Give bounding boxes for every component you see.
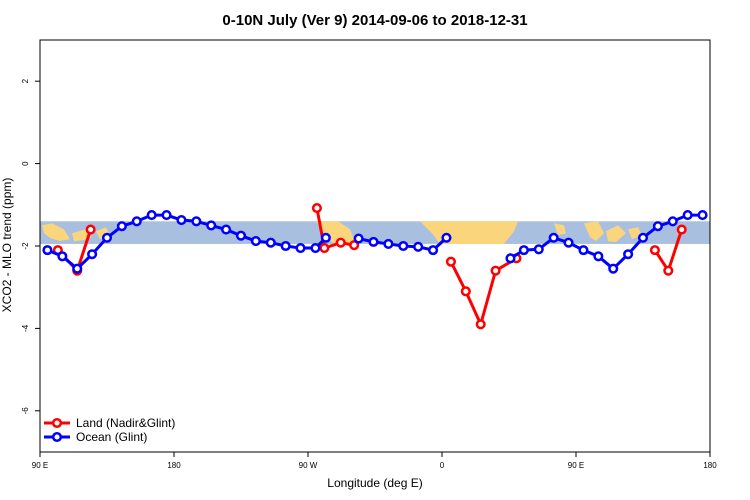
data-point — [505, 253, 516, 264]
series-ocean — [42, 210, 708, 274]
legend-label: Land (Nadir&Glint) — [76, 416, 175, 430]
legend-marker — [51, 417, 63, 429]
data-point — [667, 216, 678, 227]
legend-marker — [51, 431, 63, 443]
y-tick-label: 2 — [21, 78, 30, 83]
data-point — [608, 263, 619, 274]
data-point — [42, 245, 53, 256]
data-point — [563, 237, 574, 248]
data-point — [146, 210, 157, 221]
x-axis-label: Longitude (deg E) — [327, 476, 422, 490]
data-point — [652, 221, 663, 232]
data-point — [697, 210, 708, 221]
data-point — [490, 265, 501, 276]
land-sumatra — [42, 223, 70, 241]
x-tick-label: 180 — [167, 461, 181, 470]
land-south-america — [316, 221, 356, 244]
data-point — [548, 232, 559, 243]
data-point — [578, 245, 589, 256]
data-point — [116, 221, 127, 232]
data-point — [57, 251, 68, 262]
data-point — [250, 236, 261, 247]
data-point — [131, 216, 142, 227]
data-point — [383, 238, 394, 249]
data-point — [265, 237, 276, 248]
data-point — [676, 224, 687, 235]
data-point — [428, 245, 439, 256]
data-point — [441, 232, 452, 243]
x-tick-label: 90 E — [32, 461, 48, 470]
data-point — [349, 240, 360, 251]
y-tick-label: -6 — [21, 407, 30, 415]
data-point — [335, 237, 346, 248]
data-point — [310, 243, 321, 254]
data-point — [85, 224, 96, 235]
land-sumatra-2 — [584, 221, 604, 241]
chart-title: 0-10N July (Ver 9) 2014-09-06 to 2018-12… — [222, 12, 527, 29]
data-point — [637, 232, 649, 243]
data-point — [649, 245, 660, 256]
x-tick-label: 90 E — [568, 461, 584, 470]
x-tick-label: 180 — [703, 461, 717, 470]
data-point — [311, 203, 322, 214]
data-point — [206, 220, 217, 231]
data-point — [221, 224, 232, 235]
data-point — [533, 244, 544, 255]
data-point — [353, 233, 364, 244]
y-tick-label: -2 — [21, 242, 30, 250]
x-axis: 90 E 180 90 W 0 90 E 180 — [32, 452, 717, 470]
data-point — [460, 286, 471, 297]
y-axis: 2 0 -2 -4 -6 — [21, 78, 40, 414]
x-tick-label: 90 W — [299, 461, 318, 470]
data-point — [663, 265, 674, 276]
legend: Land (Nadir&Glint)Ocean (Glint) — [44, 416, 175, 444]
y-tick-label: 0 — [21, 161, 30, 166]
data-point — [593, 251, 604, 262]
series-land — [52, 203, 687, 330]
data-point — [101, 232, 113, 243]
data-point — [72, 263, 83, 274]
series-layer — [42, 203, 708, 330]
data-point — [295, 243, 306, 254]
data-point — [176, 214, 187, 226]
data-point — [518, 245, 529, 256]
data-point — [87, 249, 98, 260]
data-point — [161, 210, 172, 221]
data-point — [320, 232, 331, 243]
data-point — [682, 210, 693, 221]
data-point — [319, 243, 330, 254]
data-point — [368, 236, 379, 247]
land-island-2 — [554, 223, 566, 236]
data-point — [445, 256, 456, 267]
data-point — [235, 230, 247, 241]
x-tick-label: 0 — [440, 461, 445, 470]
data-point — [475, 319, 486, 330]
series-line — [315, 207, 355, 250]
data-point — [280, 240, 291, 252]
data-point — [398, 240, 409, 252]
legend-label: Ocean (Glint) — [76, 430, 147, 444]
data-point — [191, 216, 202, 227]
y-axis-label: XCO2 - MLO trend (ppm) — [0, 178, 14, 313]
series-line — [449, 257, 518, 326]
data-point — [623, 249, 634, 260]
land-borneo-2 — [606, 225, 626, 242]
y-tick-label: -4 — [21, 324, 30, 332]
data-point — [413, 241, 424, 252]
